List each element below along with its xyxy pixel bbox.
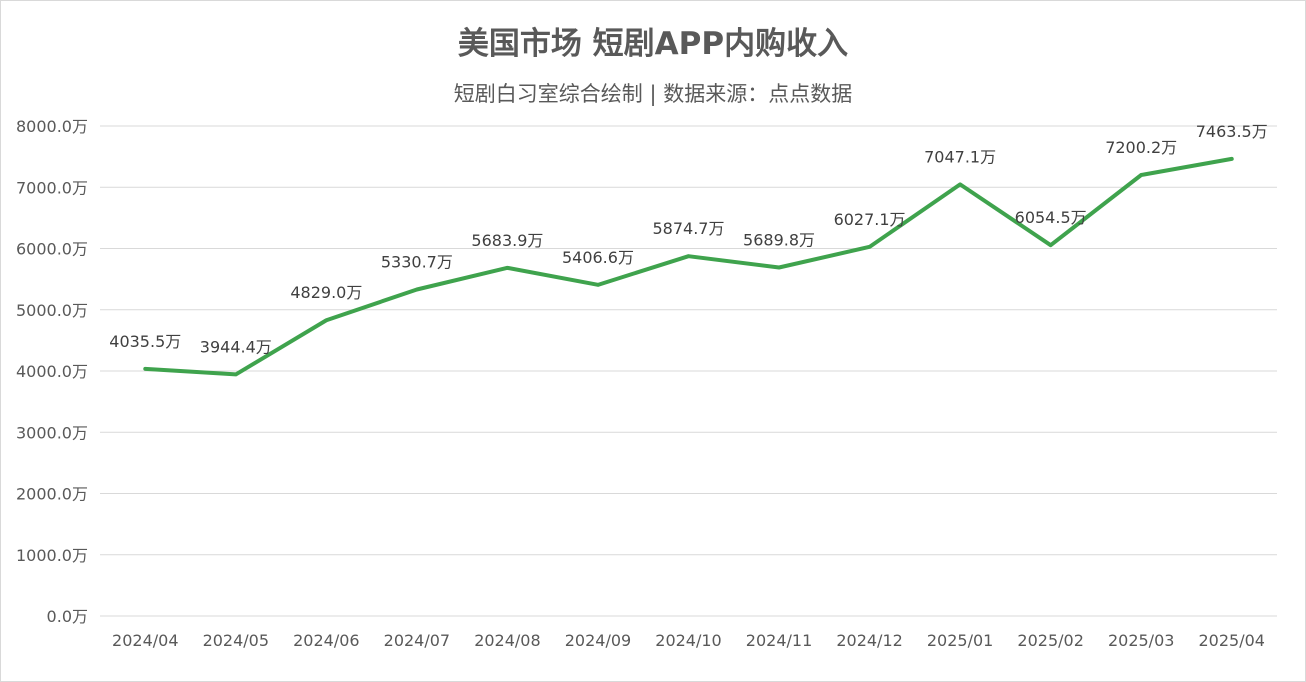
data-point (596, 283, 600, 287)
x-tick-label: 2024/08 (474, 631, 540, 650)
data-point (234, 372, 238, 376)
y-tick-label: 7000.0万 (16, 178, 88, 197)
data-label: 3944.4万 (200, 337, 272, 356)
data-point (687, 254, 690, 258)
data-label: 6054.5万 (1015, 208, 1087, 227)
y-tick-label: 5000.0万 (16, 301, 88, 320)
x-tick-label: 2025/03 (1108, 631, 1174, 650)
y-tick-label: 1000.0万 (16, 546, 88, 565)
x-tick-label: 2025/01 (927, 631, 993, 650)
y-tick-label: 0.0万 (47, 607, 88, 626)
data-label: 5330.7万 (381, 252, 453, 271)
data-point (868, 245, 872, 249)
data-label: 5683.9万 (471, 231, 543, 250)
data-label: 5874.7万 (653, 219, 725, 238)
x-tick-label: 2025/04 (1198, 631, 1264, 650)
data-label: 7463.5万 (1196, 122, 1268, 141)
x-tick-label: 2024/11 (746, 631, 812, 650)
x-tick-label: 2024/05 (203, 631, 269, 650)
series-line (143, 156, 1234, 377)
x-tick-label: 2024/04 (112, 631, 178, 650)
data-point (777, 265, 781, 269)
data-label: 7047.1万 (924, 147, 996, 166)
y-tick-label: 8000.0万 (16, 117, 88, 136)
x-tick-label: 2024/06 (293, 631, 359, 650)
data-labels: 4035.5万 3944.4万 4829.0万 5330.7万 5683.9万 5406.… (109, 122, 1267, 357)
y-tick-label: 6000.0万 (16, 240, 88, 259)
series-layer (143, 156, 1234, 377)
x-tick-label: 2024/10 (655, 631, 721, 650)
chart-title: 美国市场 短剧APP内购收入 (457, 26, 849, 62)
x-tick-label: 2024/09 (565, 631, 631, 650)
x-tick-label: 2024/12 (836, 631, 902, 650)
data-point (505, 266, 509, 270)
chart-subtitle: 短剧白习室综合绘制 | 数据来源：点点数据 (453, 82, 853, 106)
x-axis: 2024/04 2024/05 2024/06 2024/07 2024/08 2024/… (112, 631, 1265, 650)
data-point (1230, 157, 1234, 161)
x-tick-label: 2024/07 (384, 631, 450, 650)
data-label: 4829.0万 (290, 283, 362, 302)
data-label: 7200.2万 (1105, 138, 1177, 157)
y-tick-label: 3000.0万 (16, 423, 88, 442)
gridlines (100, 125, 1277, 617)
y-axis: 0.0万 1000.0万 2000.0万 3000.0万 4000.0万 5000.0万 6… (16, 117, 88, 626)
x-tick-label: 2025/02 (1017, 631, 1083, 650)
data-label: 4035.5万 (109, 332, 181, 351)
data-point (1049, 243, 1053, 247)
data-point (143, 367, 147, 371)
y-tick-label: 2000.0万 (16, 485, 88, 504)
y-tick-label: 4000.0万 (16, 362, 88, 381)
data-label: 6027.1万 (834, 210, 906, 229)
data-point (324, 318, 328, 322)
data-label: 5406.6万 (562, 248, 634, 267)
data-point (958, 182, 962, 186)
data-point (1139, 173, 1143, 177)
data-point (415, 287, 419, 291)
data-label: 5689.8万 (743, 230, 815, 249)
